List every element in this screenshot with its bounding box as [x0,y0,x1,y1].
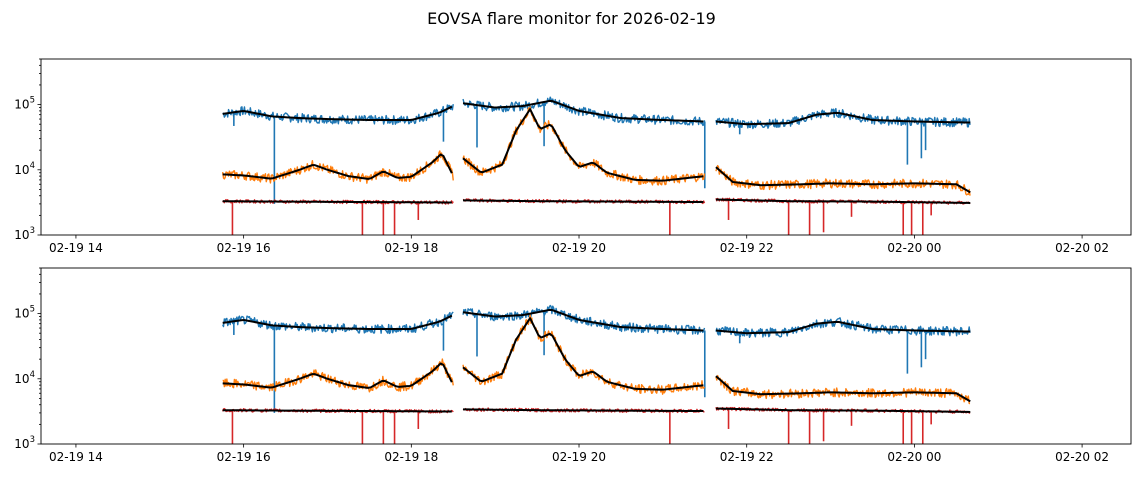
series-line-segment [715,407,971,413]
series-line-segment [222,362,453,389]
series-line-segment [463,408,704,413]
figure-title: EOVSA flare monitor for 2026-02-19 [427,9,716,28]
series-line-segment [715,107,971,130]
series-line-segment [715,374,971,405]
x-tick-label: 02-19 14 [49,450,103,464]
series-6 [222,407,971,413]
x-tick-label: 02-19 16 [217,450,271,464]
x-tick-label: 02-19 18 [384,241,438,255]
x-tick-label: 02-19 14 [49,241,103,255]
x-tick-label: 02-19 20 [552,241,606,255]
series-4 [222,308,971,335]
series-1 [222,304,971,413]
y-tick-label: 104 [14,370,35,386]
series-5 [222,317,971,403]
series-line-segment [222,311,454,335]
x-tick-label: 02-20 00 [887,450,941,464]
axes-frame [40,58,1132,236]
panel-bottom: 103 104 105 02-19 14 02-19 16 02-19 18 02-19 2… [14,267,1132,464]
axes-frame [40,267,1132,445]
x-tick-label: 02-19 22 [720,450,774,464]
panels: 103 104 105 02-19 14 02-19 16 02-19 18 02-19 2… [14,58,1132,464]
series-line-segment [715,375,971,403]
series-line-segment [715,198,971,204]
x-tick-label: 02-19 22 [720,241,774,255]
series-6 [222,198,971,204]
panel-top: 103 104 105 02-19 14 02-19 16 02-19 18 02-19 2… [14,58,1132,255]
series-1 [222,96,971,204]
series-line-segment [462,108,704,182]
y-tick-label: 105 [14,96,35,112]
y-tick-label: 103 [14,435,35,451]
y-tick-label: 103 [14,226,35,242]
y-tick-label: 104 [14,161,35,177]
series-line-segment [715,317,971,339]
series-line-segment [222,314,453,331]
series-line-segment [462,308,704,332]
x-tick-label: 02-19 20 [552,450,606,464]
x-tick-label: 02-20 00 [887,241,941,255]
x-tick-label: 02-19 16 [217,241,271,255]
series-line-segment [715,166,971,194]
series-line-segment [462,304,706,335]
plot-area [221,96,971,235]
series-line-segment [222,105,453,122]
series-4 [222,99,971,126]
series-line-segment [222,409,452,413]
series-5 [222,108,971,194]
series-line-segment [715,320,971,335]
x-tick-label: 02-20 02 [1055,241,1109,255]
x-tick-label: 02-20 02 [1055,450,1109,464]
y-tick-label: 105 [14,305,35,321]
series-line-segment [222,153,453,180]
plot-area [222,304,971,444]
series-line-segment [222,200,452,204]
series-line-segment [462,99,704,123]
x-tick-label: 02-19 18 [384,450,438,464]
series-line-segment [463,199,704,204]
series-line-segment [715,111,971,126]
series-line-segment [462,317,704,391]
